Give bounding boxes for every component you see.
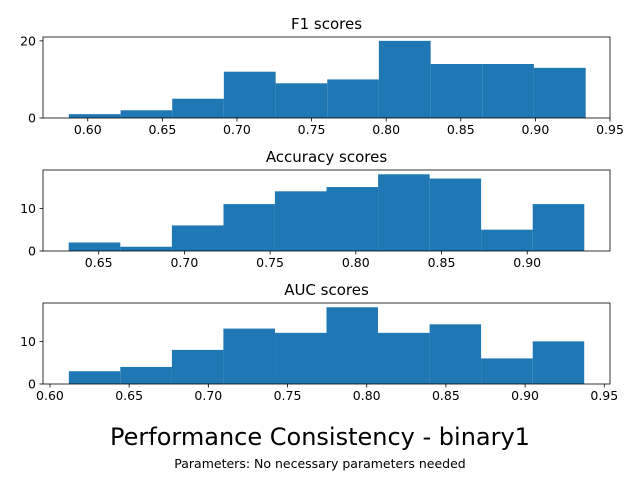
auc-x-tick-label: 0.95 [590, 388, 618, 403]
accuracy-axes-frame [42, 169, 611, 252]
auc-bar [171, 349, 224, 384]
accuracy-x-tick-label: 0.65 [85, 255, 113, 270]
subplot-accuracy: 0.65 0.70 0.75 0.80 0.85 0.90 0 10 Accuracy scor… [20, 148, 611, 270]
accuracy-x-tick-label: 0.85 [428, 255, 456, 270]
auc-x-tick-label: 0.60 [36, 388, 64, 403]
accuracy-x-tick-label: 0.80 [342, 255, 370, 270]
accuracy-bar [171, 225, 224, 251]
f1-x-tick-label: 0.75 [298, 122, 326, 137]
auc-x-tick-label: 0.75 [274, 388, 302, 403]
accuracy-bar [223, 204, 275, 251]
accuracy-bar [378, 174, 430, 251]
accuracy-title: Accuracy scores [266, 148, 388, 166]
f1-bar [172, 98, 224, 118]
f1-bar [378, 40, 431, 118]
accuracy-bar [274, 191, 327, 251]
f1-x-tick-label: 0.80 [372, 122, 400, 137]
f1-x-tick-label: 0.85 [447, 122, 475, 137]
accuracy-x-tick-label: 0.75 [256, 255, 284, 270]
f1-bar [482, 64, 534, 118]
f1-bar [533, 67, 586, 118]
auc-bar [326, 307, 378, 384]
auc-bar [377, 332, 430, 384]
accuracy-bar [481, 229, 533, 251]
accuracy-x-tick-label: 0.90 [513, 255, 541, 270]
auc-y-tick-label: 10 [20, 334, 36, 349]
auc-x-tick-label: 0.90 [511, 388, 539, 403]
auc-bar [429, 324, 482, 384]
auc-axes-frame [42, 302, 611, 385]
auc-y-tick-label: 0 [28, 377, 36, 392]
f1-bar [327, 79, 379, 118]
auc-bar [223, 328, 276, 384]
auc-bar [275, 332, 327, 384]
f1-title: F1 scores [291, 15, 362, 33]
subplot-f1: 0.60 0.65 0.70 0.75 0.80 0.85 0.90 0.95 0 20 F1 sc… [20, 15, 624, 137]
auc-title: AUC scores [284, 281, 369, 299]
f1-x-tick-label: 0.65 [148, 122, 176, 137]
accuracy-bar [68, 242, 121, 251]
accuracy-y-tick-label: 0 [28, 244, 36, 259]
f1-x-tick-label: 0.60 [74, 122, 102, 137]
accuracy-x-tick-label: 0.70 [170, 255, 198, 270]
figure-suptitle: Performance Consistency - binary1 [110, 423, 530, 451]
accuracy-y-tick-label: 10 [20, 201, 36, 216]
accuracy-bar [326, 187, 379, 251]
auc-bar [68, 371, 121, 384]
auc-bar [532, 341, 585, 384]
auc-x-tick-label: 0.85 [432, 388, 460, 403]
f1-bar [430, 64, 483, 118]
figure-subtitle: Parameters: No necessary parameters need… [174, 456, 466, 471]
accuracy-bar [532, 204, 585, 251]
auc-bar [481, 358, 533, 384]
f1-x-tick-label: 0.90 [521, 122, 549, 137]
auc-x-tick-label: 0.65 [115, 388, 143, 403]
f1-x-tick-label: 0.70 [223, 122, 251, 137]
f1-bar [275, 83, 328, 118]
f1-bar [223, 71, 276, 118]
f1-x-tick-label: 0.95 [596, 122, 624, 137]
accuracy-bar [429, 178, 482, 251]
auc-x-tick-label: 0.80 [353, 388, 381, 403]
accuracy-bar [120, 246, 172, 251]
f1-bar [120, 110, 173, 118]
auc-x-tick-label: 0.70 [194, 388, 222, 403]
f1-bar [68, 114, 121, 118]
auc-bar [120, 366, 172, 384]
f1-axes-frame [42, 36, 611, 119]
f1-y-tick-label: 20 [20, 33, 36, 48]
f1-y-tick-label: 0 [28, 111, 36, 126]
subplot-auc: 0.60 0.65 0.70 0.75 0.80 0.85 0.90 0.95 0 10 AUC s… [20, 281, 618, 403]
